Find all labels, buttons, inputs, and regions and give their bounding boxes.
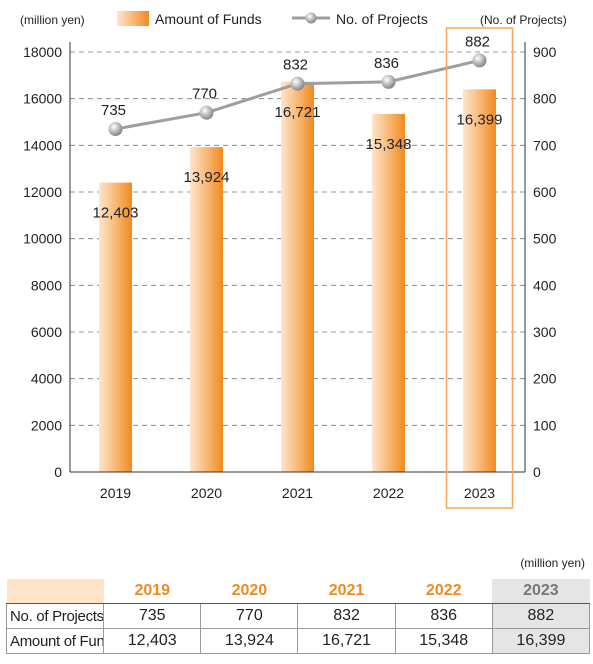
bar-series — [99, 81, 496, 473]
bar-value-label: 13,924 — [184, 169, 230, 186]
bar — [372, 113, 405, 472]
line-value-label: 770 — [192, 86, 217, 103]
table-cell: 882 — [491, 603, 591, 629]
right-tick-label: 700 — [533, 137, 557, 153]
x-axis-ticks: 2019 2020 2021 2022 2023 — [100, 485, 495, 501]
table-cell: 12,403 — [103, 628, 202, 654]
right-tick-label: 500 — [533, 231, 557, 247]
bar — [99, 182, 132, 472]
right-tick-label: 0 — [533, 464, 541, 480]
right-tick-label: 100 — [533, 417, 557, 433]
table-row: No. of Projects 735 770 832 836 882 — [5, 603, 591, 629]
line-point — [381, 74, 396, 89]
line-point — [472, 53, 487, 68]
line-data-labels: 735 770 832 836 882 — [101, 33, 490, 119]
table-cell: 770 — [200, 603, 299, 629]
table-unit-label: (million yen) — [520, 556, 585, 570]
data-table: 2019 2020 2021 2022 2023 No. of Projects… — [5, 579, 591, 654]
table-year-header: 2023 — [492, 579, 590, 604]
line-value-label: 882 — [465, 33, 490, 50]
left-tick-label: 16000 — [23, 91, 62, 107]
x-tick-label: 2021 — [282, 485, 313, 501]
table-cell: 836 — [394, 603, 493, 629]
left-tick-label: 14000 — [23, 137, 62, 153]
left-tick-label: 0 — [54, 464, 62, 480]
legend-line-label: No. of Projects — [336, 11, 428, 27]
right-tick-label: 400 — [533, 277, 557, 293]
line-value-label: 735 — [101, 102, 126, 119]
table-cell: 735 — [103, 603, 202, 629]
table-year-header: 2019 — [103, 579, 201, 604]
line-point — [199, 105, 214, 120]
line-value-label: 832 — [283, 57, 308, 74]
left-tick-label: 2000 — [31, 417, 62, 433]
table-row-label: No. of Projects — [5, 603, 105, 629]
highlight-frame — [445, 27, 514, 509]
left-tick-label: 4000 — [31, 371, 62, 387]
right-tick-label: 800 — [533, 91, 557, 107]
table-header-row: 2019 2020 2021 2022 2023 — [6, 579, 590, 604]
table-corner-cell — [6, 579, 104, 604]
right-tick-label: 300 — [533, 324, 557, 340]
legend-bar-swatch — [117, 11, 149, 26]
legend-line-marker — [305, 12, 317, 24]
bar-data-labels: 12,403 13,924 16,721 15,348 16,399 — [93, 104, 503, 222]
table-row: Amount of Funds 12,403 13,924 16,721 15,… — [5, 628, 591, 654]
bar-value-label: 16,721 — [275, 104, 321, 121]
left-tick-label: 6000 — [31, 324, 62, 340]
table-cell: 13,924 — [200, 628, 299, 654]
line-series — [108, 53, 487, 136]
bar-value-label: 16,399 — [457, 111, 503, 128]
right-tick-label: 900 — [533, 44, 557, 60]
right-axis-unit: (No. of Projects) — [480, 13, 567, 27]
table-cell: 15,348 — [394, 628, 493, 654]
x-tick-label: 2023 — [464, 485, 495, 501]
right-axis-ticks: 0 100 200 300 400 500 600 700 800 900 — [533, 44, 557, 480]
left-axis-unit: (million yen) — [20, 13, 85, 27]
x-tick-label: 2020 — [191, 485, 222, 501]
left-tick-label: 18000 — [23, 44, 62, 60]
legend: Amount of Funds No. of Projects — [117, 11, 428, 27]
table-year-header: 2021 — [297, 579, 396, 604]
line-point — [108, 122, 123, 136]
table-year-header: 2022 — [395, 579, 493, 604]
bar — [281, 81, 314, 473]
bar-value-label: 15,348 — [366, 136, 412, 153]
axes — [69, 42, 526, 473]
highlight-box — [445, 27, 514, 509]
left-tick-label: 8000 — [31, 277, 62, 293]
line-value-label: 836 — [374, 55, 399, 72]
bar — [190, 147, 223, 472]
table-cell: 16,399 — [491, 628, 591, 654]
bar — [463, 89, 496, 473]
line-point — [290, 76, 305, 91]
combo-chart: Amount of Funds No. of Projects (million… — [20, 11, 567, 509]
right-tick-label: 200 — [533, 371, 557, 387]
legend-bar-label: Amount of Funds — [155, 11, 262, 27]
bar-value-label: 12,403 — [93, 205, 139, 222]
table-row-label: Amount of Funds — [5, 628, 105, 654]
left-axis-ticks: 0 2000 4000 6000 8000 10000 12000 14000 16000 180… — [23, 44, 62, 480]
table-cell: 832 — [297, 603, 396, 629]
right-tick-label: 600 — [533, 184, 557, 200]
x-tick-label: 2019 — [100, 485, 131, 501]
table-year-header: 2020 — [200, 579, 298, 604]
left-tick-label: 10000 — [23, 231, 62, 247]
left-tick-label: 12000 — [23, 184, 62, 200]
x-tick-label: 2022 — [373, 485, 404, 501]
table-cell: 16,721 — [297, 628, 396, 654]
